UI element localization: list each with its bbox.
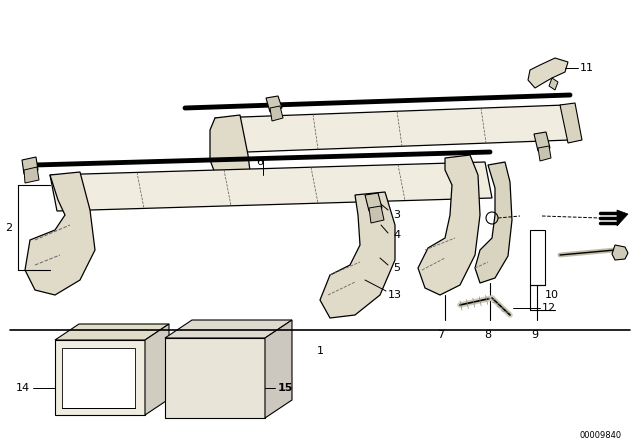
Text: 5: 5 <box>393 263 400 273</box>
Polygon shape <box>418 155 480 295</box>
Text: 00009840: 00009840 <box>580 431 622 440</box>
Polygon shape <box>612 245 628 260</box>
Polygon shape <box>270 106 283 121</box>
Text: 11: 11 <box>580 63 594 73</box>
Polygon shape <box>55 324 169 340</box>
Polygon shape <box>369 206 384 223</box>
Polygon shape <box>549 78 558 90</box>
Text: 10: 10 <box>545 290 559 300</box>
Text: 7: 7 <box>437 330 444 340</box>
Polygon shape <box>215 105 570 153</box>
Polygon shape <box>210 115 253 200</box>
Text: 4: 4 <box>393 230 400 240</box>
Polygon shape <box>528 58 568 88</box>
Polygon shape <box>320 192 395 318</box>
Polygon shape <box>22 157 38 174</box>
Polygon shape <box>55 340 145 415</box>
Polygon shape <box>534 132 550 151</box>
Polygon shape <box>365 193 382 211</box>
Polygon shape <box>617 210 628 226</box>
Polygon shape <box>475 162 512 283</box>
Polygon shape <box>560 103 582 143</box>
Text: 13: 13 <box>388 290 402 300</box>
Text: 14: 14 <box>16 383 30 393</box>
Text: 12: 12 <box>542 303 556 313</box>
Text: 6: 6 <box>256 157 263 167</box>
Text: 1: 1 <box>317 346 323 356</box>
Text: 15: 15 <box>278 383 293 393</box>
Polygon shape <box>25 172 95 295</box>
Polygon shape <box>538 146 551 161</box>
Polygon shape <box>165 338 265 418</box>
Polygon shape <box>145 324 169 415</box>
Text: 9: 9 <box>531 330 538 340</box>
Text: 8: 8 <box>484 330 491 340</box>
Text: 3: 3 <box>393 210 400 220</box>
Polygon shape <box>266 96 282 112</box>
Polygon shape <box>265 320 292 418</box>
Polygon shape <box>62 348 135 408</box>
Polygon shape <box>50 162 492 211</box>
Polygon shape <box>24 167 39 183</box>
Polygon shape <box>165 320 292 338</box>
Text: 2: 2 <box>5 223 12 233</box>
